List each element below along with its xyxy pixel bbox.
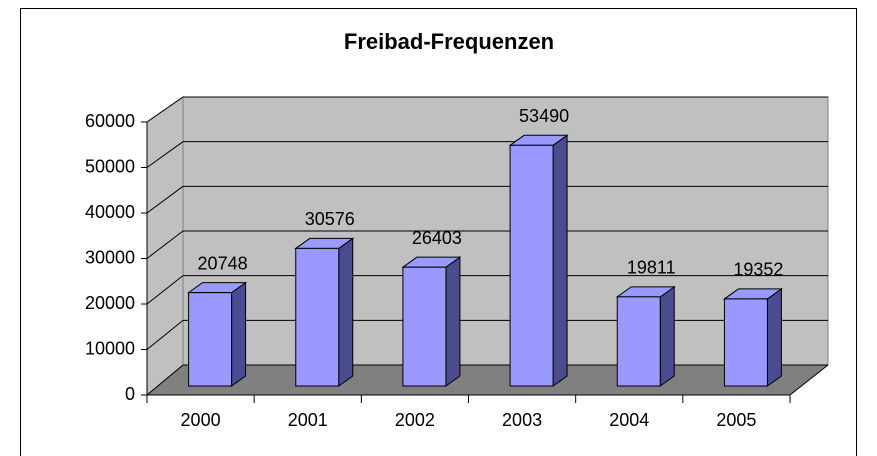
grid-line bbox=[146, 230, 184, 259]
x-tick-label: 2005 bbox=[716, 410, 756, 430]
side-wall bbox=[146, 96, 184, 397]
bar bbox=[616, 296, 661, 387]
y-tick-label: 0 bbox=[125, 384, 135, 404]
y-tick-label: 40000 bbox=[85, 202, 135, 222]
chart-title: Freibad-Frequenzen bbox=[344, 29, 554, 54]
bar bbox=[402, 266, 447, 387]
y-tick-label: 10000 bbox=[85, 338, 135, 358]
grid-line bbox=[146, 364, 184, 396]
data-label: 53490 bbox=[519, 106, 569, 126]
data-label: 20748 bbox=[198, 253, 248, 273]
grid-line bbox=[146, 141, 184, 168]
grid-line bbox=[146, 185, 184, 214]
bar bbox=[295, 247, 340, 387]
y-tick-label: 30000 bbox=[85, 247, 135, 267]
bar-side bbox=[445, 256, 461, 387]
bar bbox=[188, 292, 233, 387]
grid-line bbox=[146, 319, 184, 350]
bar-side bbox=[338, 237, 354, 387]
bar bbox=[509, 144, 554, 387]
x-tick-label: 2001 bbox=[288, 410, 328, 430]
bar-side bbox=[659, 285, 675, 387]
x-tick-label: 2000 bbox=[181, 410, 221, 430]
x-tick-label: 2004 bbox=[609, 410, 649, 430]
data-label: 19811 bbox=[627, 258, 676, 278]
y-tick-label: 50000 bbox=[85, 156, 135, 176]
bar-side bbox=[766, 287, 782, 387]
bar-side bbox=[552, 134, 568, 387]
grid-line bbox=[146, 275, 184, 305]
grid bbox=[146, 96, 828, 396]
y-tick-label: 60000 bbox=[85, 111, 135, 131]
bar-side bbox=[231, 281, 247, 387]
grid-line bbox=[146, 96, 184, 123]
floor-edge bbox=[789, 364, 829, 396]
data-label: 30576 bbox=[305, 209, 355, 229]
x-tick-label: 2003 bbox=[502, 410, 542, 430]
y-tick-label: 20000 bbox=[85, 293, 135, 313]
data-label: 19352 bbox=[733, 260, 783, 280]
bar bbox=[723, 298, 768, 387]
x-tick-label: 2002 bbox=[395, 410, 435, 430]
data-label: 26403 bbox=[412, 228, 462, 248]
